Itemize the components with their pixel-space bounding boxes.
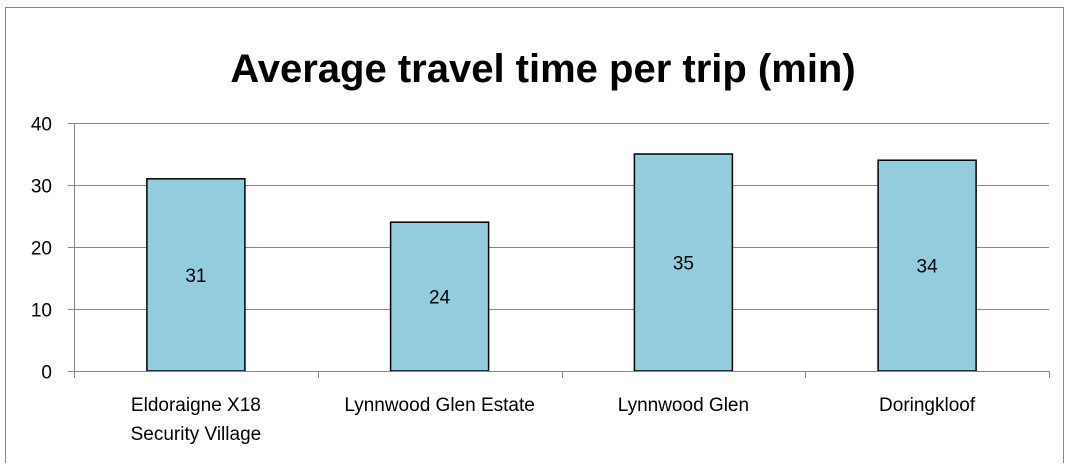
data-label: 31 <box>185 266 206 287</box>
data-label: 35 <box>673 254 694 275</box>
y-tick-label: 0 <box>41 363 52 384</box>
category-label: Doringkloof <box>879 395 976 416</box>
category-label-line: Security Village <box>131 424 262 445</box>
category-label: Lynnwood Glen Estate <box>344 395 534 416</box>
bar <box>633 153 734 372</box>
category-label-line: Lynnwood Glen Estate <box>344 395 534 416</box>
category-label-line: Lynnwood Glen <box>618 395 749 416</box>
category-labels: Eldoraigne X18 Security Village Lynnwood G… <box>131 395 976 445</box>
category-label-line: Eldoraigne X18 <box>131 395 261 416</box>
data-label: 34 <box>917 257 939 278</box>
data-label: 24 <box>429 288 451 309</box>
category-label: Lynnwood Glen <box>618 395 749 416</box>
bars <box>146 153 977 372</box>
bar <box>389 221 490 372</box>
axes <box>74 123 1050 378</box>
bar <box>146 178 246 372</box>
y-tick-label: 20 <box>31 239 52 260</box>
y-tick-label: 30 <box>31 177 52 198</box>
category-label: Eldoraigne X18 Security Village <box>131 395 262 445</box>
y-tick-label: 40 <box>31 115 52 136</box>
category-label-line: Doringkloof <box>879 395 976 416</box>
data-labels: 31 24 35 34 <box>185 254 938 309</box>
y-tick-label: 10 <box>31 301 52 322</box>
bar <box>877 159 977 372</box>
y-tick-labels: 0 10 20 30 40 <box>31 115 74 384</box>
chart-title: Average travel time per trip (min) <box>230 47 855 91</box>
